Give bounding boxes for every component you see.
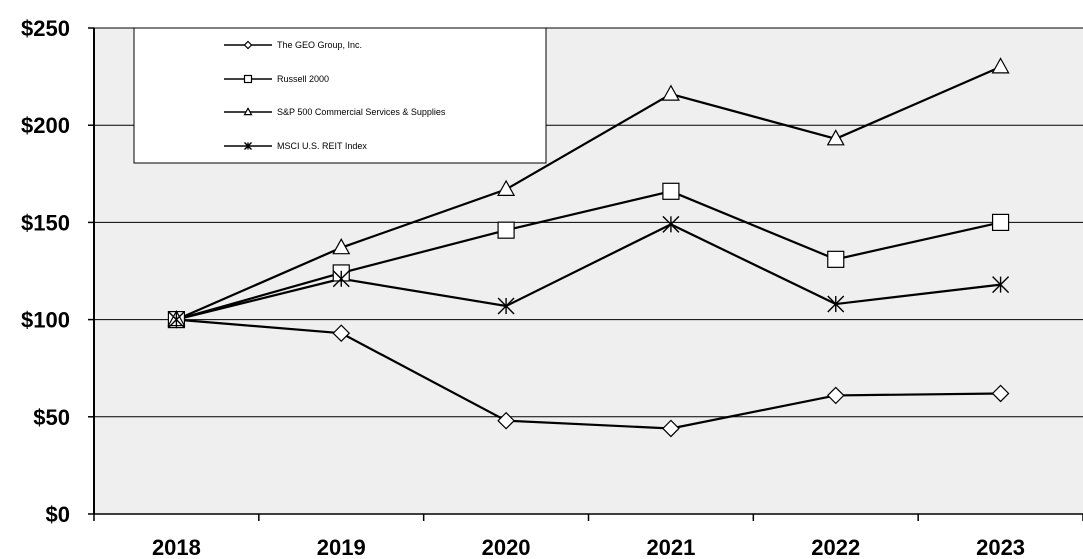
data-point-triangle <box>991 57 1010 74</box>
data-point-square <box>827 250 845 268</box>
data-point-triangle <box>332 238 351 255</box>
x-tick-label: 2022 <box>811 535 860 559</box>
data-point-triangle <box>497 179 516 196</box>
y-tick-label: $100 <box>21 308 70 333</box>
x-tick-label: 2023 <box>976 535 1025 559</box>
data-point-star <box>497 297 515 315</box>
y-tick-label: $0 <box>46 502 70 527</box>
series-markers <box>167 57 1010 438</box>
x-axis-ticks: 2018 2019 2020 2021 2022 2023 <box>93 514 1083 559</box>
legend-marker-diamond <box>243 40 253 50</box>
legend-label: S&P 500 Commercial Services & Supplies <box>277 107 446 117</box>
data-point-diamond <box>662 419 680 438</box>
legend-label: MSCI U.S. REIT Index <box>277 141 367 151</box>
data-point-star <box>332 270 350 288</box>
y-tick-label: $50 <box>33 405 70 430</box>
legend-marker-star <box>244 142 252 150</box>
data-point-star <box>662 215 680 233</box>
series-line-square <box>176 190 1001 321</box>
series-line-diamond <box>176 318 1001 430</box>
y-tick-label: $250 <box>21 16 70 41</box>
data-point-star <box>167 311 185 329</box>
legend-item: Russell 2000 <box>224 74 329 84</box>
data-point-square <box>991 213 1010 231</box>
series-line-triangle <box>175 65 1002 321</box>
legend-label: Russell 2000 <box>277 74 329 84</box>
legend-label: The GEO Group, Inc. <box>277 40 362 50</box>
legend-item: MSCI U.S. REIT Index <box>224 141 367 151</box>
data-point-diamond <box>826 386 845 405</box>
y-axis-ticks: $0 $50 $100 $150 $200 $250 <box>21 16 94 527</box>
legend-marker-square <box>243 74 253 84</box>
x-tick-label: 2021 <box>646 535 695 559</box>
series-lines <box>167 57 1010 438</box>
legend-box <box>133 27 547 164</box>
data-point-diamond <box>332 324 351 343</box>
legend: The GEO Group, Inc. Russell 2000 S&P 500 C… <box>133 27 547 164</box>
legend-item: The GEO Group, Inc. <box>224 40 362 50</box>
x-tick-label: 2019 <box>317 535 366 559</box>
legend-item: S&P 500 Commercial Services & Supplies <box>224 107 446 117</box>
x-tick-label: 2018 <box>152 535 201 559</box>
legend-items: The GEO Group, Inc. Russell 2000 S&P 500 C… <box>224 40 446 151</box>
data-point-square <box>497 221 515 239</box>
series-line-star <box>176 223 1001 321</box>
legend-marker-triangle <box>243 107 253 116</box>
data-point-diamond <box>497 411 515 430</box>
data-point-square <box>662 182 680 200</box>
y-tick-label: $200 <box>21 113 70 138</box>
data-point-star <box>827 295 845 313</box>
data-point-triangle <box>826 129 845 146</box>
y-tick-label: $150 <box>21 210 70 235</box>
x-tick-label: 2020 <box>482 535 531 559</box>
data-point-triangle <box>661 84 680 101</box>
data-point-diamond <box>991 384 1010 403</box>
data-point-star <box>992 276 1010 294</box>
